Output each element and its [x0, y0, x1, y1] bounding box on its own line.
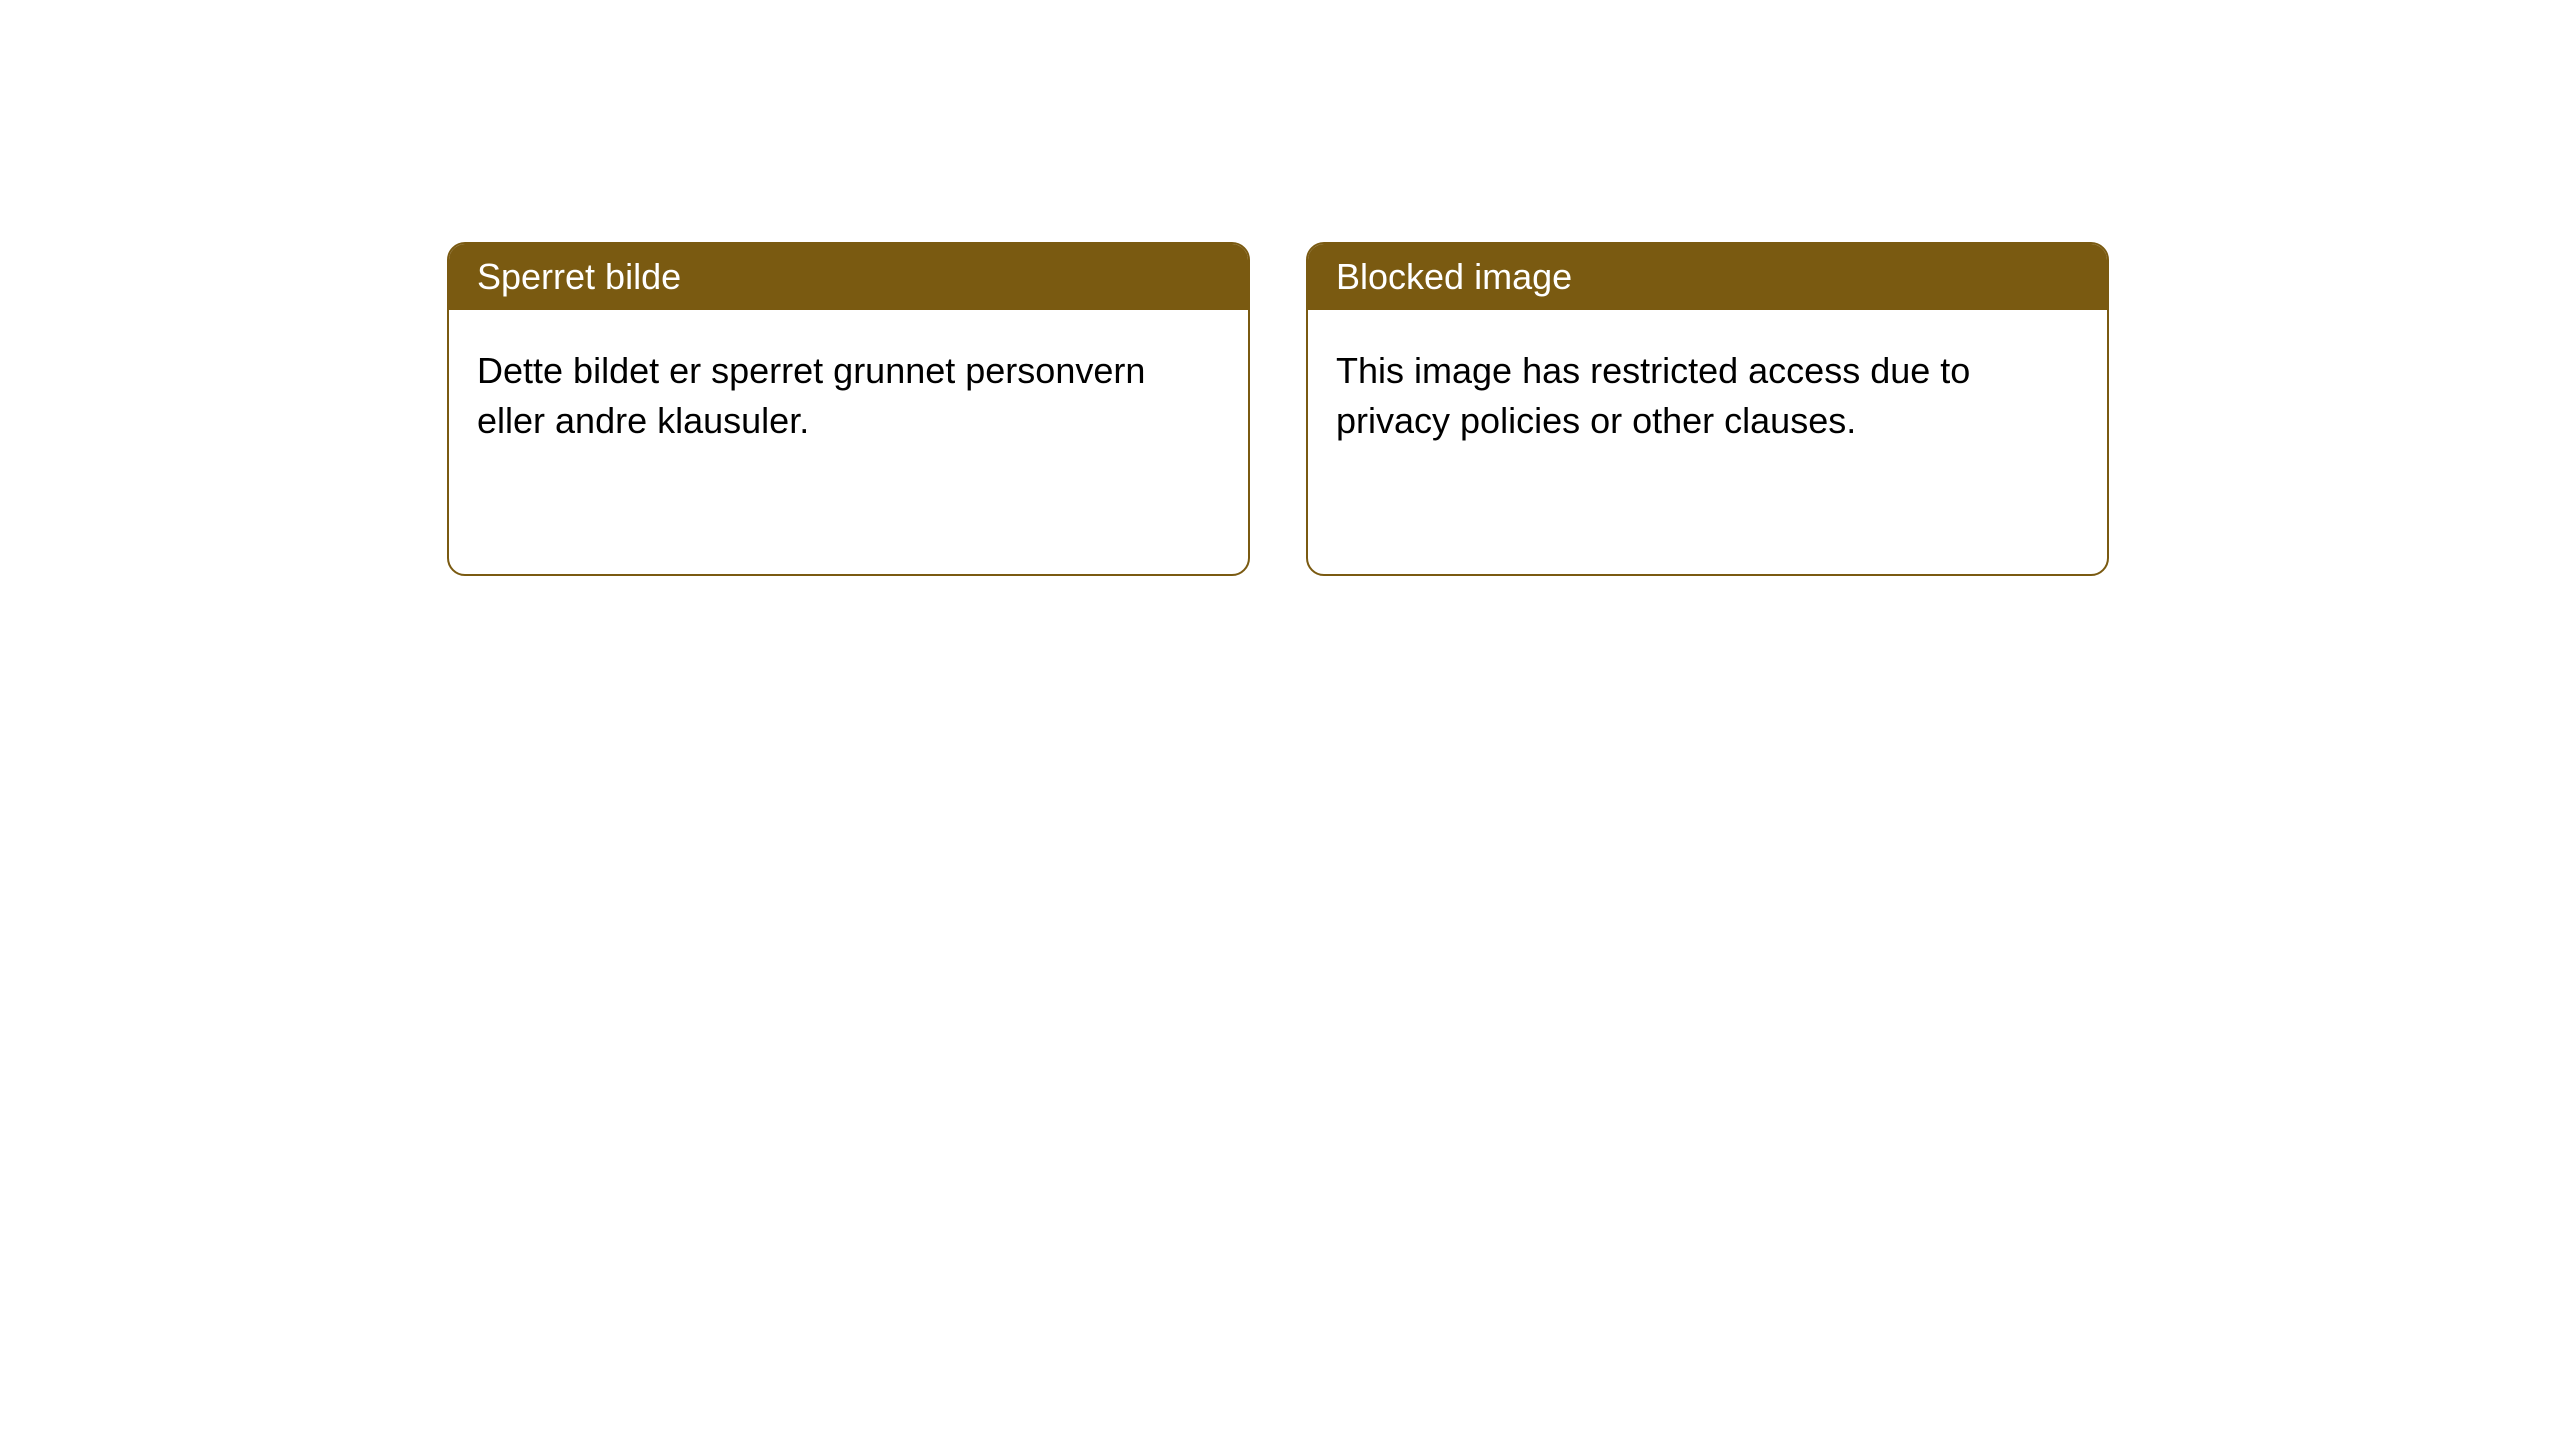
notice-container: Sperret bilde Dette bildet er sperret gr…: [0, 0, 2560, 576]
notice-card-norwegian: Sperret bilde Dette bildet er sperret gr…: [447, 242, 1250, 576]
notice-card-body: This image has restricted access due to …: [1308, 310, 2107, 483]
notice-card-header: Blocked image: [1308, 244, 2107, 310]
notice-card-header: Sperret bilde: [449, 244, 1248, 310]
notice-card-english: Blocked image This image has restricted …: [1306, 242, 2109, 576]
notice-card-body: Dette bildet er sperret grunnet personve…: [449, 310, 1248, 483]
